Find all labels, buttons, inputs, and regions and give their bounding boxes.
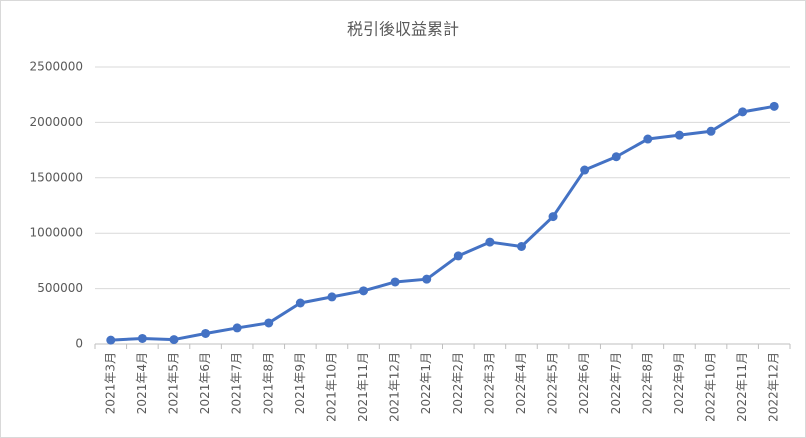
y-tick-label: 500000	[37, 281, 83, 295]
x-tick-label: 2022年5月	[546, 352, 560, 414]
line	[110, 104, 775, 342]
marker	[106, 335, 116, 345]
x-tick-label: 2022年11月	[735, 352, 749, 422]
x-tick-label: 2022年7月	[609, 352, 623, 414]
y-tick-label: 2000000	[30, 115, 83, 129]
marker	[169, 335, 179, 345]
x-tick-label: 2021年6月	[198, 352, 212, 414]
x-tick-label: 2021年7月	[230, 352, 244, 414]
marker	[611, 152, 621, 162]
y-tick-label: 1500000	[30, 170, 83, 184]
x-tick-label: 2021年9月	[293, 352, 307, 414]
x-tick-label: 2022年9月	[672, 352, 686, 414]
marker	[327, 292, 337, 302]
marker	[201, 328, 211, 338]
x-tick-label: 2022年1月	[419, 352, 433, 414]
marker	[137, 333, 147, 343]
marker	[264, 318, 274, 328]
marker	[643, 134, 653, 144]
x-tick-label: 2022年4月	[514, 352, 528, 414]
chart-title: 税引後収益累計	[347, 20, 459, 39]
marker	[580, 165, 590, 175]
marker	[548, 212, 558, 222]
marker	[516, 241, 526, 251]
x-tick-label: 2022年8月	[640, 352, 654, 414]
x-tick-label: 2021年12月	[388, 352, 402, 422]
marker	[453, 251, 463, 261]
marker	[422, 274, 432, 284]
x-tick-label: 2021年4月	[135, 352, 149, 414]
x-tick-label: 2021年8月	[261, 352, 275, 414]
x-tick-label: 2022年3月	[482, 352, 496, 414]
marker	[390, 277, 400, 287]
x-tick-label: 2021年5月	[166, 352, 180, 414]
marker	[706, 126, 716, 136]
y-tick-label: 2500000	[30, 60, 83, 74]
marker	[359, 286, 369, 296]
x-tick-label: 2021年11月	[356, 352, 370, 422]
marker	[738, 107, 748, 117]
x-tick-label: 2022年12月	[767, 352, 781, 422]
x-tick-label: 2022年10月	[704, 352, 718, 422]
y-tick-label: 0	[75, 337, 83, 351]
marker	[295, 298, 305, 308]
marker	[232, 323, 242, 333]
y-tick-label: 1000000	[30, 226, 83, 240]
marker	[674, 130, 684, 140]
marker	[769, 101, 779, 111]
x-tick-label: 2022年2月	[451, 352, 465, 414]
marker	[485, 237, 495, 247]
x-tick-label: 2021年10月	[324, 352, 338, 422]
x-tick-label: 2021年3月	[103, 352, 117, 414]
x-tick-label: 2022年6月	[577, 352, 591, 414]
